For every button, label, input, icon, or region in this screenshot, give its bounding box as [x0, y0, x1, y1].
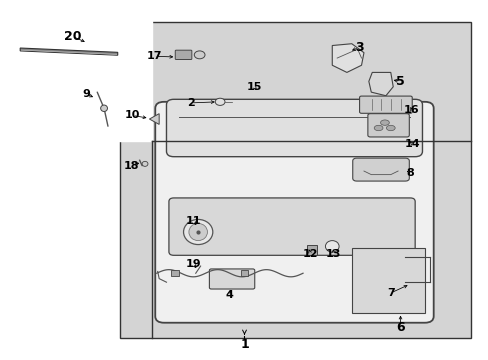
Text: 3: 3: [354, 41, 363, 54]
Ellipse shape: [380, 120, 388, 125]
Ellipse shape: [215, 98, 224, 105]
Polygon shape: [0, 1, 152, 140]
Ellipse shape: [183, 220, 212, 244]
Text: 8: 8: [406, 168, 413, 178]
Text: 14: 14: [404, 139, 420, 149]
Ellipse shape: [373, 125, 382, 131]
FancyBboxPatch shape: [175, 50, 191, 59]
Polygon shape: [368, 72, 392, 96]
Text: 2: 2: [186, 98, 194, 108]
Text: 13: 13: [325, 248, 340, 258]
Text: 4: 4: [225, 291, 233, 301]
Text: 20: 20: [64, 30, 81, 43]
Text: 5: 5: [395, 75, 404, 88]
Text: 7: 7: [386, 288, 394, 298]
Text: 9: 9: [82, 89, 90, 99]
Text: 16: 16: [403, 105, 419, 115]
Text: 19: 19: [185, 259, 201, 269]
FancyBboxPatch shape: [155, 102, 433, 323]
FancyBboxPatch shape: [168, 198, 414, 255]
FancyBboxPatch shape: [166, 99, 422, 157]
Bar: [120, 22, 470, 338]
FancyBboxPatch shape: [367, 114, 408, 137]
Ellipse shape: [386, 125, 394, 131]
Ellipse shape: [325, 240, 338, 252]
Text: 6: 6: [395, 320, 404, 333]
Text: 10: 10: [124, 111, 140, 121]
FancyBboxPatch shape: [359, 96, 411, 113]
Ellipse shape: [101, 105, 107, 112]
Ellipse shape: [188, 224, 207, 240]
Text: 12: 12: [302, 248, 317, 258]
Ellipse shape: [142, 161, 148, 166]
Text: 11: 11: [185, 216, 201, 226]
FancyBboxPatch shape: [240, 270, 248, 276]
Polygon shape: [351, 248, 424, 313]
FancyBboxPatch shape: [352, 158, 408, 181]
FancyBboxPatch shape: [170, 270, 178, 276]
Polygon shape: [331, 44, 363, 72]
FancyBboxPatch shape: [209, 269, 254, 289]
Text: 1: 1: [240, 338, 248, 351]
Text: 18: 18: [123, 161, 139, 171]
Ellipse shape: [194, 51, 204, 59]
Polygon shape: [149, 114, 159, 125]
FancyBboxPatch shape: [306, 244, 316, 255]
Text: 17: 17: [146, 51, 162, 61]
Text: 15: 15: [246, 82, 262, 92]
Polygon shape: [20, 48, 118, 55]
